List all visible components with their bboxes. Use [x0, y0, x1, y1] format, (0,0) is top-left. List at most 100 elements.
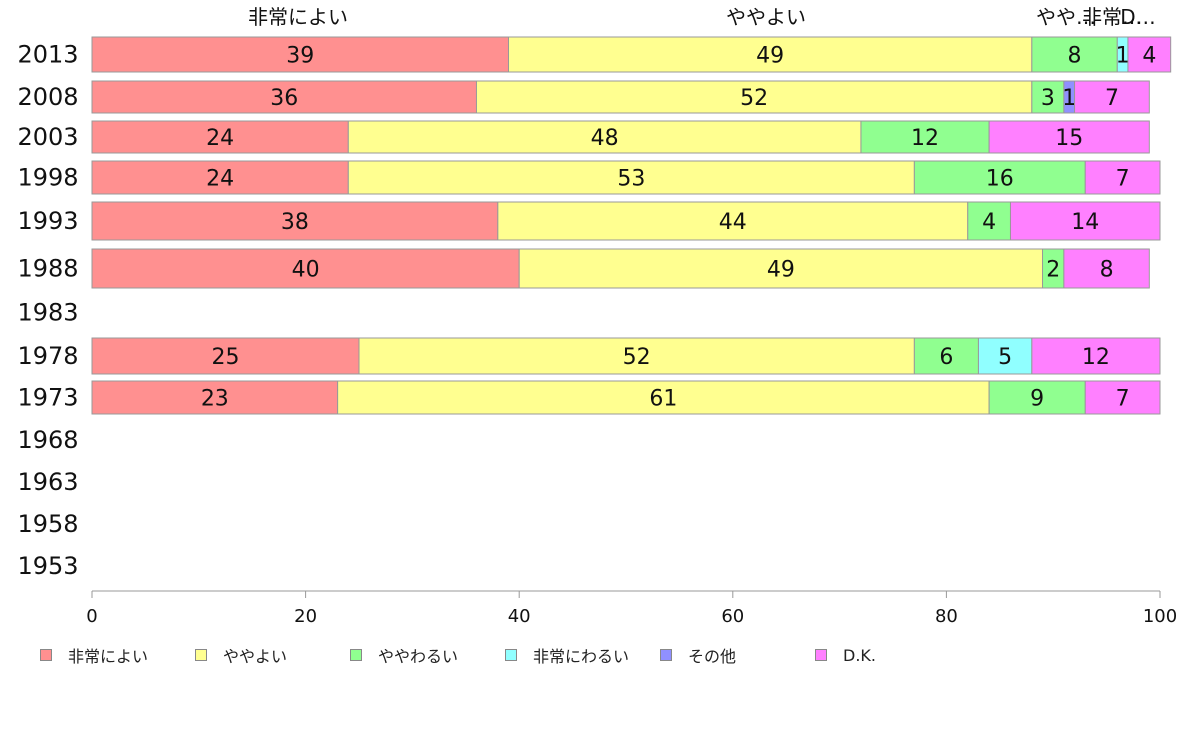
data-label: 1 — [1062, 86, 1076, 111]
x-tick-label: 100 — [1143, 606, 1177, 627]
bar-segment — [860, 120, 990, 154]
legend-item: 非常にわるい — [505, 645, 630, 666]
bar-segment — [967, 201, 1011, 241]
data-label: 49 — [756, 44, 784, 69]
data-label: 52 — [623, 345, 651, 370]
bar-segment — [977, 337, 1033, 375]
y-tick-label: 1978 — [17, 342, 78, 370]
data-label: 61 — [649, 387, 677, 412]
data-label: 1 — [1116, 44, 1130, 69]
data-label: 4 — [1142, 44, 1156, 69]
bar-segment — [518, 248, 1044, 289]
data-label: 49 — [767, 258, 795, 283]
bar-segment — [91, 201, 499, 241]
data-label: 9 — [1030, 387, 1044, 412]
bar-segment — [497, 201, 969, 241]
y-tick-label: 1988 — [17, 255, 78, 283]
legend-label: ややよい — [223, 647, 288, 666]
top-series-label: やや… — [1036, 5, 1096, 29]
data-label: 38 — [281, 210, 309, 235]
x-tick-label: 60 — [721, 606, 744, 627]
y-tick-label: 1958 — [17, 510, 78, 538]
y-tick-label: 1953 — [17, 552, 78, 580]
bar-segment — [91, 337, 360, 375]
y-tick-label: 1968 — [17, 426, 78, 454]
y-tick-label: 2003 — [17, 123, 78, 151]
legend-label: 非常にわるい — [533, 647, 630, 666]
bar-segment — [1009, 201, 1161, 241]
top-series-label: D… — [1120, 5, 1155, 29]
data-label: 6 — [939, 345, 953, 370]
bar-segment — [337, 380, 990, 415]
legend-label: 非常によい — [68, 647, 149, 666]
bar-segment — [91, 80, 477, 114]
bar-segment — [91, 36, 510, 73]
legend-item: その他 — [660, 645, 737, 666]
y-tick-label: 2013 — [17, 41, 78, 69]
data-label: 40 — [292, 258, 320, 283]
legend-item: ややわるい — [350, 645, 459, 666]
data-label: 7 — [1116, 167, 1130, 192]
legend-swatch — [40, 649, 52, 661]
data-label: 8 — [1100, 258, 1114, 283]
data-label: 53 — [617, 167, 645, 192]
data-label: 8 — [1068, 44, 1082, 69]
legend-swatch — [660, 649, 672, 661]
top-series-label: 非常… — [1082, 5, 1142, 29]
y-tick-label: 1983 — [17, 299, 78, 327]
x-tick-label: 40 — [508, 606, 531, 627]
legend: 非常によい ややよい ややわるい 非常にわるい その他 D.K. — [40, 645, 1140, 667]
legend-swatch — [350, 649, 362, 661]
x-tick-label: 80 — [935, 606, 958, 627]
bar-segment — [347, 120, 862, 154]
bar-segment — [91, 120, 349, 154]
legend-item: ややよい — [195, 645, 288, 666]
bar-segment — [1084, 380, 1161, 415]
data-label: 16 — [986, 167, 1014, 192]
data-label: 2 — [1046, 258, 1060, 283]
y-tick-label: 1993 — [17, 207, 78, 235]
y-tick-label: 1973 — [17, 384, 78, 412]
data-label: 25 — [212, 345, 240, 370]
top-series-label: 非常によい — [248, 5, 348, 29]
data-label: 23 — [201, 387, 229, 412]
y-tick-label: 1998 — [17, 164, 78, 192]
legend-item: D.K. — [815, 645, 876, 665]
bar-segment — [1063, 248, 1150, 289]
legend-swatch — [505, 649, 517, 661]
data-label: 12 — [1082, 345, 1110, 370]
data-label: 15 — [1055, 126, 1083, 151]
data-label: 7 — [1105, 86, 1119, 111]
bar-segment — [988, 380, 1086, 415]
bar-segment — [913, 337, 979, 375]
legend-label: D.K. — [843, 645, 876, 665]
bar-segment — [988, 120, 1150, 154]
data-label: 48 — [591, 126, 619, 151]
data-label: 14 — [1071, 210, 1099, 235]
data-label: 5 — [998, 345, 1012, 370]
legend-swatch — [195, 649, 207, 661]
data-label: 52 — [740, 86, 768, 111]
y-tick-label: 1963 — [17, 468, 78, 496]
legend-swatch — [815, 649, 827, 661]
data-label: 24 — [206, 167, 234, 192]
bar-segment — [1127, 36, 1172, 73]
legend-item: 非常によい — [40, 645, 149, 666]
data-label: 44 — [719, 210, 747, 235]
bar-segment — [1084, 160, 1161, 195]
y-tick-label: 2008 — [17, 83, 78, 111]
legend-label: ややわるい — [378, 647, 459, 666]
data-label: 7 — [1116, 387, 1130, 412]
legend-label: その他 — [688, 647, 737, 666]
data-label: 12 — [911, 126, 939, 151]
x-tick-label: 0 — [86, 606, 97, 627]
data-label: 36 — [270, 86, 298, 111]
bar-segment — [475, 80, 1033, 114]
data-label: 3 — [1041, 86, 1055, 111]
data-label: 24 — [206, 126, 234, 151]
x-tick-label: 20 — [294, 606, 317, 627]
bar-segment — [1074, 80, 1150, 114]
data-label: 39 — [286, 44, 314, 69]
top-series-label: ややよい — [726, 5, 806, 29]
